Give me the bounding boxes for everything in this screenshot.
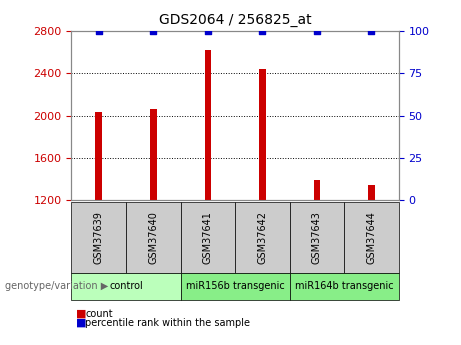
Text: miR164b transgenic: miR164b transgenic — [295, 282, 394, 291]
Point — [204, 28, 212, 34]
Point — [259, 28, 266, 34]
Text: GSM37643: GSM37643 — [312, 211, 322, 264]
Bar — [313, 180, 320, 200]
Title: GDS2064 / 256825_at: GDS2064 / 256825_at — [159, 13, 312, 27]
Point — [95, 28, 102, 34]
Point — [313, 28, 321, 34]
Bar — [150, 109, 157, 200]
Text: GSM37642: GSM37642 — [257, 211, 267, 264]
Text: count: count — [85, 309, 113, 319]
Text: percentile rank within the sample: percentile rank within the sample — [85, 318, 250, 327]
Text: control: control — [109, 282, 143, 291]
Text: genotype/variation ▶: genotype/variation ▶ — [5, 282, 108, 291]
Text: ■: ■ — [76, 318, 87, 327]
Text: GSM37639: GSM37639 — [94, 211, 104, 264]
Point — [149, 28, 157, 34]
Point — [368, 28, 375, 34]
Text: GSM37644: GSM37644 — [366, 211, 377, 264]
Bar — [259, 69, 266, 200]
Bar — [368, 185, 375, 200]
Text: ■: ■ — [76, 309, 87, 319]
Text: GSM37641: GSM37641 — [203, 211, 213, 264]
Bar — [205, 50, 211, 200]
Bar — [95, 112, 102, 200]
Text: GSM37640: GSM37640 — [148, 211, 158, 264]
Text: miR156b transgenic: miR156b transgenic — [186, 282, 284, 291]
